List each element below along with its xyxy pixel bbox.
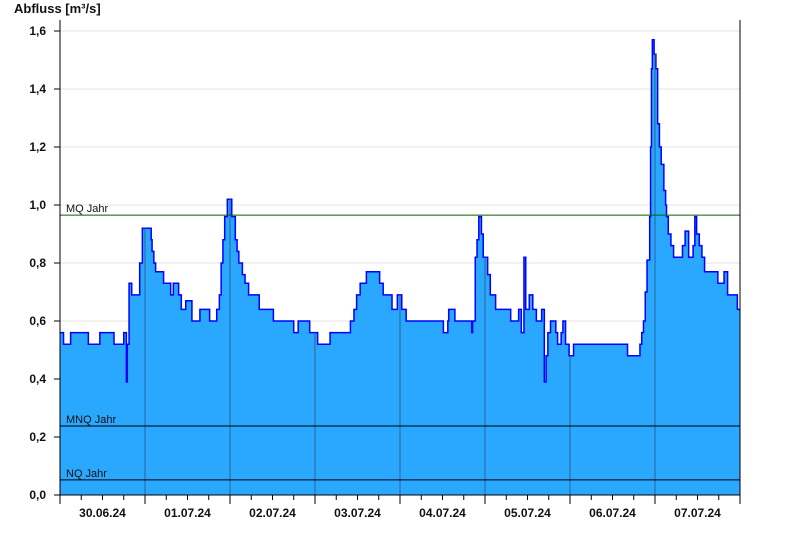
y-tick-label: 1,2: [29, 140, 46, 154]
x-tick-label: 03.07.24: [334, 506, 381, 520]
y-tick-label: 0,4: [29, 372, 46, 386]
discharge-line: [60, 38, 740, 383]
y-tick-label: 0,8: [29, 256, 46, 270]
reference-lines: MQ Jahr MNQ Jahr NQ Jahr: [60, 203, 740, 481]
y-tick-label: 0,0: [29, 488, 46, 502]
y-tick-label: 0,6: [29, 314, 46, 328]
x-tick-label: 02.07.24: [249, 506, 296, 520]
reference-line-label: MQ Jahr: [66, 203, 109, 215]
x-tick-label: 30.06.24: [79, 506, 126, 520]
x-tick-label: 05.07.24: [504, 506, 551, 520]
x-tick-label: 04.07.24: [419, 506, 466, 520]
x-tick-label: 06.07.24: [589, 506, 636, 520]
axes: 0,0 0,2 0,4 0,6 0,8 1,0 1,2 1,4 1,6 30.06.24 01.07…: [29, 20, 741, 520]
reference-line-label: NQ Jahr: [66, 468, 107, 480]
y-tick-label: 1,6: [29, 24, 46, 38]
y-tick-label: 0,2: [29, 430, 46, 444]
x-tick-label: 01.07.24: [164, 506, 211, 520]
chart-title: Abfluss [m³/s]: [14, 1, 101, 16]
day-lines: [144, 54, 656, 495]
x-tick-label: 07.07.24: [674, 506, 721, 520]
y-tick-label: 1,0: [29, 198, 46, 212]
reference-line-label: MNQ Jahr: [66, 414, 116, 426]
y-tick-label: 1,4: [29, 82, 46, 96]
